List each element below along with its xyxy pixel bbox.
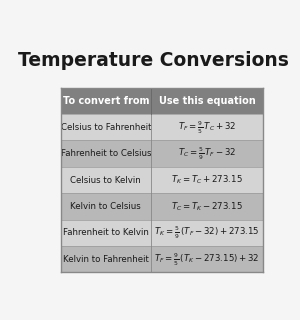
Text: Fahrenheit to Celsius: Fahrenheit to Celsius — [61, 149, 151, 158]
Text: Kelvin to Fahrenheit: Kelvin to Fahrenheit — [63, 255, 149, 264]
Text: To convert from: To convert from — [62, 96, 149, 106]
Text: Celsius to Kelvin: Celsius to Kelvin — [70, 176, 141, 185]
Bar — [61, 140, 263, 167]
Bar — [61, 220, 263, 246]
Text: Use this equation: Use this equation — [158, 96, 255, 106]
Bar — [61, 114, 263, 140]
Bar — [61, 246, 263, 272]
Bar — [61, 193, 263, 220]
Bar — [61, 167, 263, 193]
Text: Temperature Conversions: Temperature Conversions — [18, 51, 289, 70]
Bar — [61, 88, 263, 114]
Text: $T_C = T_K - 273.15$: $T_C = T_K - 273.15$ — [171, 200, 243, 213]
Text: Celsius to Fahrenheit: Celsius to Fahrenheit — [61, 123, 151, 132]
Text: $T_F = \frac{9}{5}\,(T_K - 273.15) + 32$: $T_F = \frac{9}{5}\,(T_K - 273.15) + 32$ — [154, 251, 260, 268]
Text: $T_K = T_C + 273.15$: $T_K = T_C + 273.15$ — [171, 174, 243, 186]
Text: $T_K = \frac{5}{9}\,(T_F - 32) +273.15$: $T_K = \frac{5}{9}\,(T_F - 32) +273.15$ — [154, 225, 260, 241]
Text: $T_F = \frac{9}{5}\,T_C + 32$: $T_F = \frac{9}{5}\,T_C + 32$ — [178, 119, 236, 136]
Text: $T_C = \frac{5}{9}\,T_F - 32$: $T_C = \frac{5}{9}\,T_F - 32$ — [178, 145, 236, 162]
Text: Fahrenheit to Kelvin: Fahrenheit to Kelvin — [63, 228, 149, 237]
Text: Kelvin to Celsius: Kelvin to Celsius — [70, 202, 141, 211]
